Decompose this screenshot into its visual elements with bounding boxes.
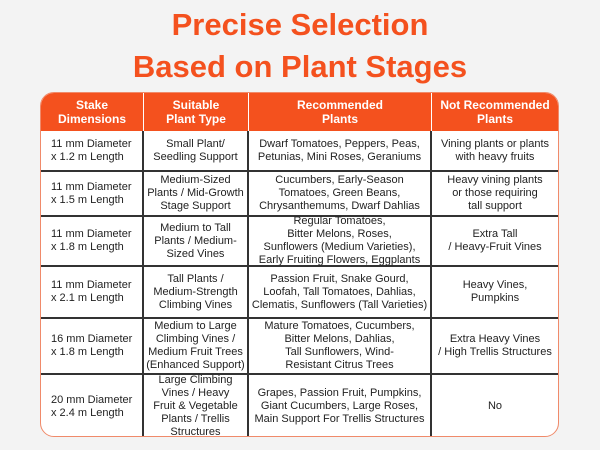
- cell-plant-type: Small Plant/ Seedling Support: [144, 131, 249, 170]
- cell-plant-type: Tall Plants / Medium-Strength Climbing V…: [144, 267, 249, 317]
- cell-plant-type: Medium-Sized Plants / Mid-Growth Stage S…: [144, 172, 249, 215]
- cell-not-recommended: Heavy vining plants or those requiring t…: [447, 174, 543, 212]
- cell-recommended: Regular Tomatoes, Bitter Melons, Roses, …: [249, 215, 432, 266]
- table-row: 20 mm Diameter x 2.4 m Length Large Clim…: [41, 374, 558, 436]
- cell-dimensions: 11 mm Diameter x 1.8 m Length: [41, 217, 144, 265]
- header-stake-dimensions: Stake Dimensions: [41, 93, 144, 131]
- header-recommended: Recommended Plants: [249, 93, 432, 131]
- table-row: 16 mm Diameter x 1.8 m Length Medium to …: [41, 319, 558, 375]
- cell-dimensions: 11 mm Diameter x 2.1 m Length: [41, 267, 144, 317]
- cell-plant-type: Medium to Large Climbing Vines / Medium …: [144, 319, 249, 373]
- cell-dimensions: 11 mm Diameter x 1.2 m Length: [41, 131, 144, 170]
- cell-recommended: Mature Tomatoes, Cucumbers, Bitter Melon…: [249, 319, 432, 373]
- cell-dimensions: 16 mm Diameter x 1.8 m Length: [41, 319, 144, 373]
- cell-not-recommended: Extra Tall / Heavy-Fruit Vines: [448, 228, 542, 253]
- page-title-line-2: Based on Plant Stages: [132, 49, 468, 84]
- table-row: 11 mm Diameter x 1.2 m Length Small Plan…: [41, 131, 558, 172]
- header-plant-type: Suitable Plant Type: [144, 93, 249, 131]
- header-not-recommended: Not Recommended Plants: [440, 98, 550, 126]
- stake-selection-table: Stake Dimensions Suitable Plant Type Rec…: [40, 92, 559, 437]
- table-header: Stake Dimensions Suitable Plant Type Rec…: [41, 93, 558, 131]
- cell-dimensions: 20 mm Diameter x 2.4 m Length: [41, 375, 144, 436]
- cell-recommended: Cucumbers, Early-Season Tomatoes, Green …: [249, 172, 432, 215]
- table-row: 11 mm Diameter x 1.8 m Length Medium to …: [41, 215, 558, 267]
- cell-not-recommended: Vining plants or plants with heavy fruit…: [440, 137, 550, 163]
- cell-recommended: Grapes, Passion Fruit, Pumpkins, Giant C…: [249, 375, 432, 436]
- table-row: 11 mm Diameter x 2.1 m Length Tall Plant…: [41, 267, 558, 319]
- cell-dimensions: 11 mm Diameter x 1.5 m Length: [41, 172, 144, 215]
- cell-plant-type: Large Climbing Vines / Heavy Fruit & Veg…: [144, 374, 249, 436]
- cell-not-recommended: No: [487, 400, 503, 412]
- cell-not-recommended: Heavy Vines, Pumpkins: [462, 279, 528, 304]
- page-title-line-1: Precise Selection: [171, 7, 429, 42]
- table-row: 11 mm Diameter x 1.5 m Length Medium-Siz…: [41, 172, 558, 217]
- cell-not-recommended: Extra Heavy Vines / High Trellis Structu…: [438, 333, 552, 358]
- cell-recommended: Passion Fruit, Snake Gourd, Loofah, Tall…: [249, 267, 432, 317]
- cell-plant-type: Medium to Tall Plants / Medium- Sized Vi…: [144, 217, 249, 265]
- cell-recommended: Dwarf Tomatoes, Peppers, Peas, Petunias,…: [249, 131, 432, 170]
